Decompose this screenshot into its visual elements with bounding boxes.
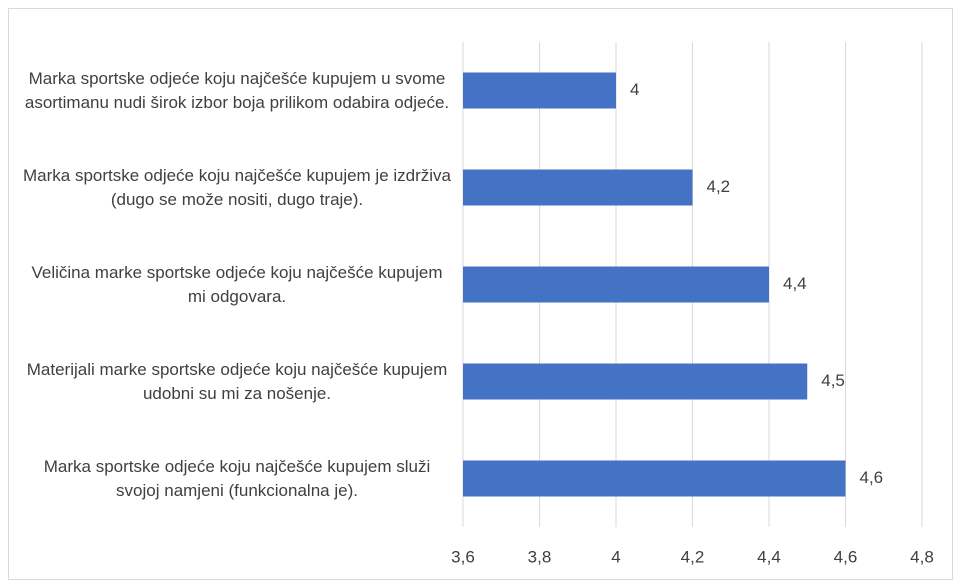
bar [463,169,693,206]
x-tick-label: 4 [611,547,620,566]
x-tick-label: 4,2 [681,547,705,566]
category-label: Veličina marke sportske odjeće koju najč… [31,262,443,306]
category-label: Materijali marke sportske odjeće koju na… [26,359,448,403]
data-label: 4 [630,80,639,99]
bar [463,460,846,497]
bar [463,363,808,400]
x-tick-label: 4,4 [757,547,781,566]
bar [463,266,769,303]
bar [463,72,616,109]
category-label: Marka sportske odjeće koju najčešće kupu… [24,68,450,112]
data-label: 4,5 [821,371,845,390]
chart-border [8,8,953,580]
x-tick-label: 4,8 [910,547,934,566]
category-label: Marka sportske odjeće koju najčešće kupu… [22,165,452,209]
category-label: Marka sportske odjeće koju najčešće kupu… [43,456,431,500]
data-label: 4,6 [860,468,884,487]
x-tick-label: 3,8 [528,547,552,566]
data-label: 4,2 [707,177,731,196]
x-tick-label: 4,6 [834,547,858,566]
data-label: 4,4 [783,274,807,293]
x-tick-label: 3,6 [451,547,475,566]
